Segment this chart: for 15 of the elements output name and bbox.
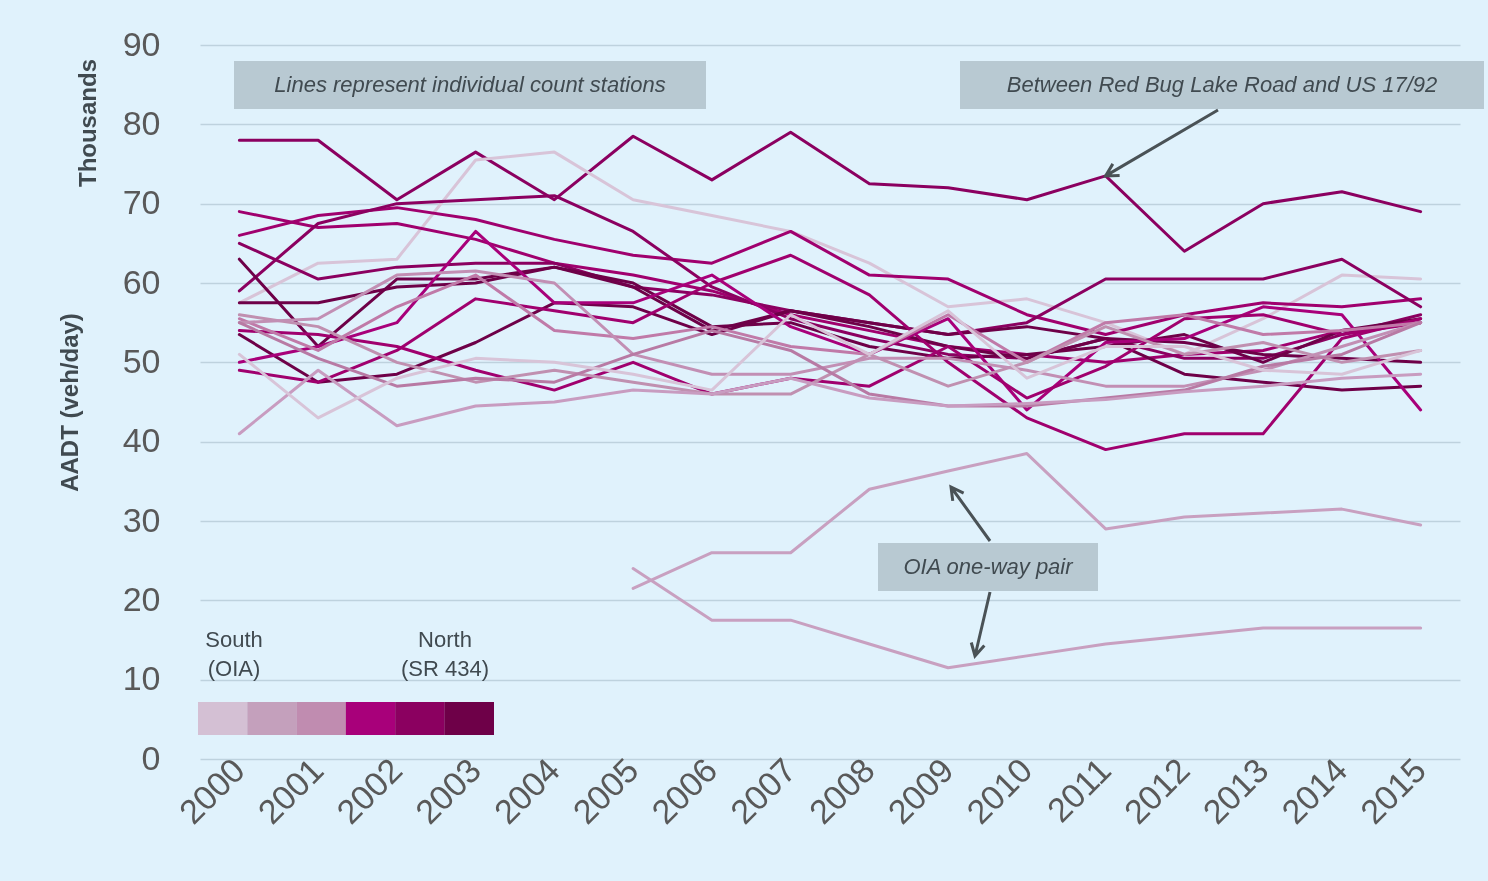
y-tick-label: 80: [122, 103, 161, 142]
y-tick-label: 40: [122, 421, 161, 460]
annotation: South (OIA): [204, 626, 264, 683]
text: Thousands: [73, 58, 102, 189]
y-tick-label: 90: [122, 24, 161, 63]
y-axis-title: AADT (veh/day): [55, 313, 83, 492]
line-series: [237, 368, 1423, 436]
y-tick-label: 0: [141, 738, 161, 777]
y-tick-label: 20: [122, 579, 161, 618]
y-tick-label: 50: [122, 341, 161, 380]
y-tick-label: 70: [122, 183, 161, 222]
annotation: North (SR 434): [399, 626, 490, 683]
y-tick-label: 10: [122, 659, 161, 698]
y-tick-label: 30: [122, 500, 161, 539]
y-tick-label: 60: [122, 262, 161, 301]
